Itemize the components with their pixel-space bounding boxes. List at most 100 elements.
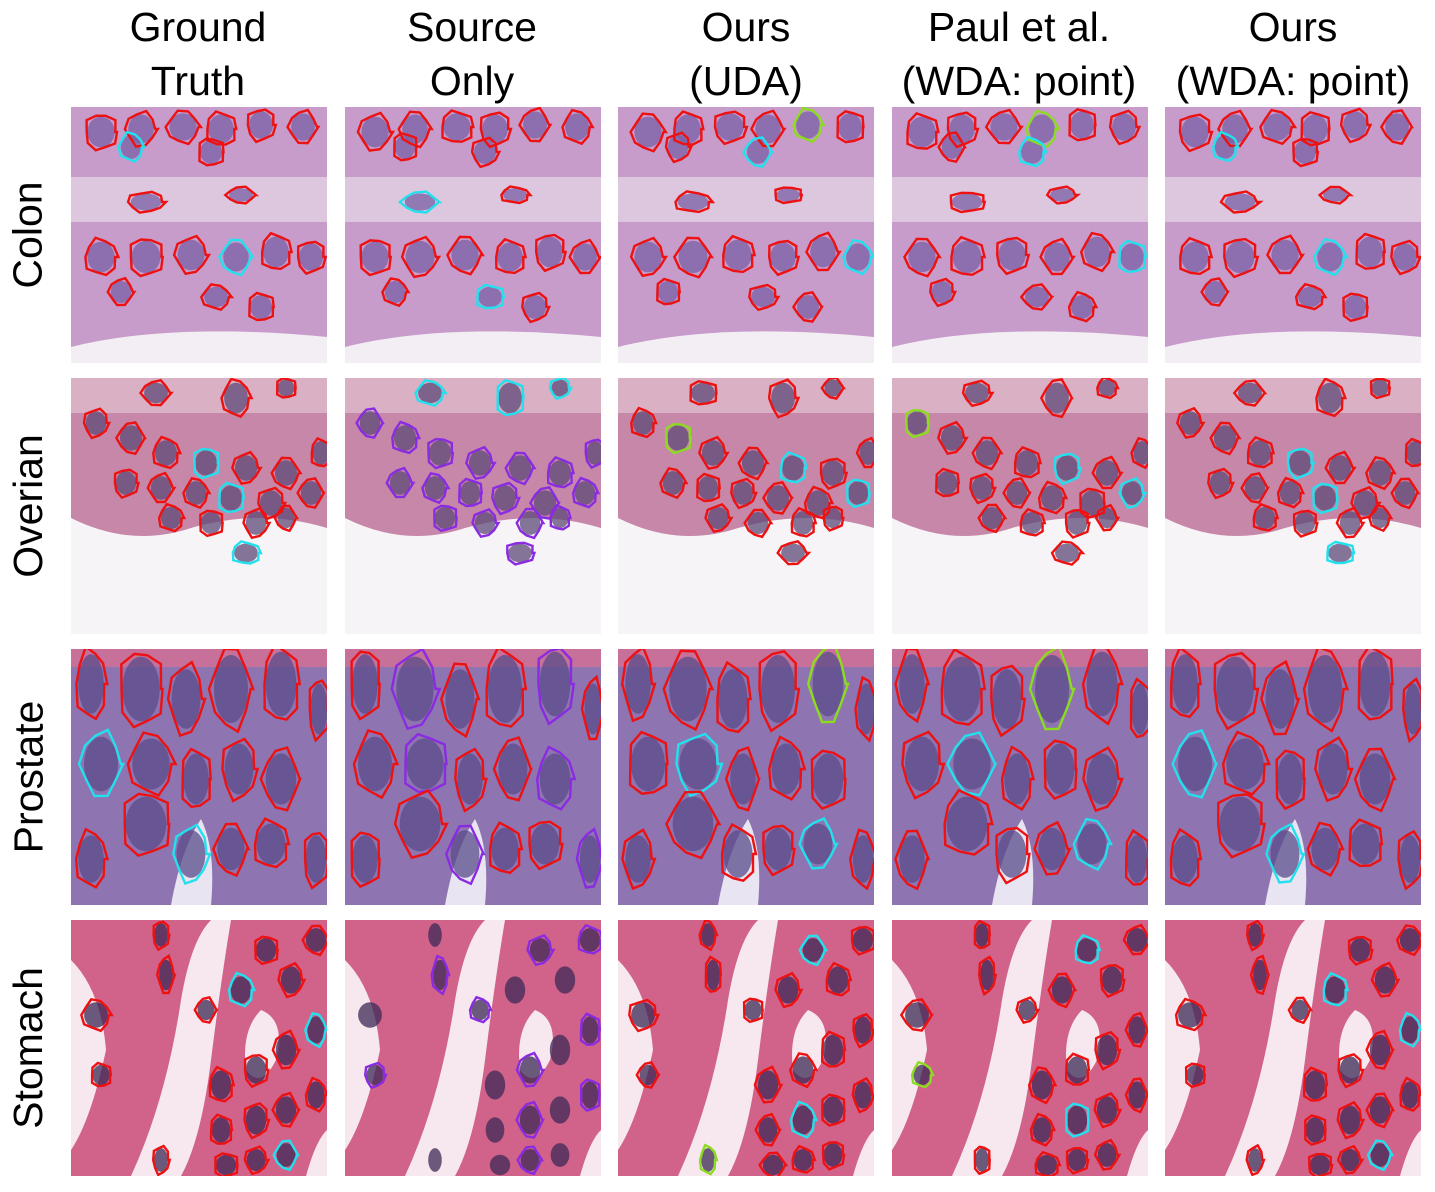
nucleus-contour: [1324, 450, 1357, 485]
nucleus: [1178, 736, 1212, 792]
nucleus-contour: [1068, 107, 1097, 142]
nucleus: [84, 736, 118, 792]
nucleus-contour: [1129, 677, 1148, 739]
nucleus-contour: [779, 450, 809, 484]
nucleus: [821, 460, 845, 486]
nucleus-contour: [157, 502, 187, 533]
nucleus: [1271, 239, 1299, 271]
nucleus: [245, 1105, 267, 1135]
nucleus-contour: [500, 185, 533, 205]
nucleus-contour: [698, 435, 730, 471]
col-header-ours-wda: Ours (WDA: point): [1158, 0, 1428, 108]
nucleus: [229, 188, 253, 202]
nucleus: [276, 1143, 296, 1167]
nucleus-contour: [352, 729, 400, 800]
nucleus-contour: [1124, 1077, 1148, 1114]
nucleus-contour: [822, 505, 845, 532]
nucleus-contour: [696, 472, 722, 503]
nucleus: [1086, 651, 1118, 717]
nucleus-contour: [1002, 476, 1032, 509]
nucleus: [757, 1070, 779, 1100]
nucleus-contour: [961, 379, 995, 408]
nucleus: [747, 511, 769, 535]
nucleus: [579, 835, 601, 883]
histology-image: [71, 378, 327, 634]
nucleus-contour: [390, 649, 442, 731]
histology-image: [618, 378, 874, 634]
nucleus-contour: [854, 675, 874, 743]
lumen-region: [131, 920, 231, 1176]
nucleus-contour: [114, 421, 148, 456]
nucleus-contour: [1245, 1143, 1266, 1176]
nucleus-contour: [788, 1052, 819, 1089]
nucleus-contour: [758, 649, 801, 733]
nucleus: [1305, 1117, 1325, 1143]
col-header-ours-uda: Ours (UDA): [611, 0, 881, 108]
nucleus-contour: [1365, 455, 1397, 491]
nucleus: [1318, 743, 1348, 795]
nucleus: [905, 1002, 929, 1028]
nucleus-contour: [821, 1141, 846, 1171]
nucleus-contour: [1357, 649, 1394, 721]
nucleus: [1385, 113, 1409, 141]
nucleus: [586, 441, 601, 465]
nucleus-contour: [1302, 649, 1350, 733]
nucleus: [792, 1105, 814, 1135]
nucleus: [519, 1056, 541, 1084]
nucleus-contour: [750, 109, 787, 148]
nucleus-contour: [662, 649, 715, 732]
col-header-line1: Ours: [701, 4, 791, 50]
nucleus-contour: [1312, 482, 1339, 515]
nucleus: [584, 683, 601, 735]
nucleus: [130, 193, 162, 211]
nucleus: [274, 460, 298, 486]
nucleus-contour: [1045, 185, 1082, 205]
nucleus-contour: [248, 291, 276, 322]
nucleus: [792, 1056, 814, 1084]
nucleus: [573, 243, 597, 271]
nucleus: [980, 959, 994, 991]
histology-image: [618, 920, 874, 1176]
nucleus-contour: [276, 378, 297, 399]
nucleus: [1066, 511, 1088, 535]
nucleus-contour: [152, 920, 171, 952]
nucleus: [84, 1002, 108, 1028]
nucleus: [219, 485, 243, 511]
nucleus: [548, 460, 572, 486]
nucleus-contour: [791, 1144, 817, 1174]
nucleus-contour: [659, 466, 689, 500]
nucleus: [150, 476, 172, 500]
nucleus: [160, 506, 182, 530]
nucleus-contour: [391, 420, 422, 455]
nucleus: [1288, 450, 1312, 476]
nucleus-contour: [1339, 107, 1373, 144]
nucleus-contour: [199, 283, 235, 311]
nucleus-contour: [903, 237, 942, 278]
nucleus: [716, 113, 744, 141]
col-header-line1: Paul et al.: [927, 4, 1111, 50]
nucleus: [366, 1064, 384, 1086]
nucleus-contour: [546, 455, 576, 489]
nucleus: [1172, 835, 1198, 883]
nucleus: [405, 240, 435, 274]
nucleus-contour: [1292, 137, 1320, 168]
nucleus-contour: [277, 961, 307, 999]
nucleus-contour: [949, 191, 987, 214]
nucleus: [971, 476, 993, 500]
nucleus: [691, 382, 715, 404]
nucleus-contour: [1276, 476, 1306, 509]
nucleus-contour: [767, 735, 807, 801]
nucleus: [1265, 669, 1295, 729]
nucleus: [723, 830, 753, 878]
nucleus: [1101, 966, 1123, 994]
nucleus: [224, 382, 248, 414]
nucleus: [1324, 976, 1346, 1004]
nucleus: [1404, 683, 1421, 735]
nucleus-contour: [1081, 649, 1124, 726]
lumen-region: [71, 331, 327, 363]
nucleus-contour: [273, 504, 300, 533]
panel-overian-ours-wda: [1165, 378, 1421, 634]
nucleus-contour: [516, 1145, 545, 1176]
nucleus-contour: [1367, 504, 1394, 533]
nucleus-contour: [1390, 239, 1421, 276]
